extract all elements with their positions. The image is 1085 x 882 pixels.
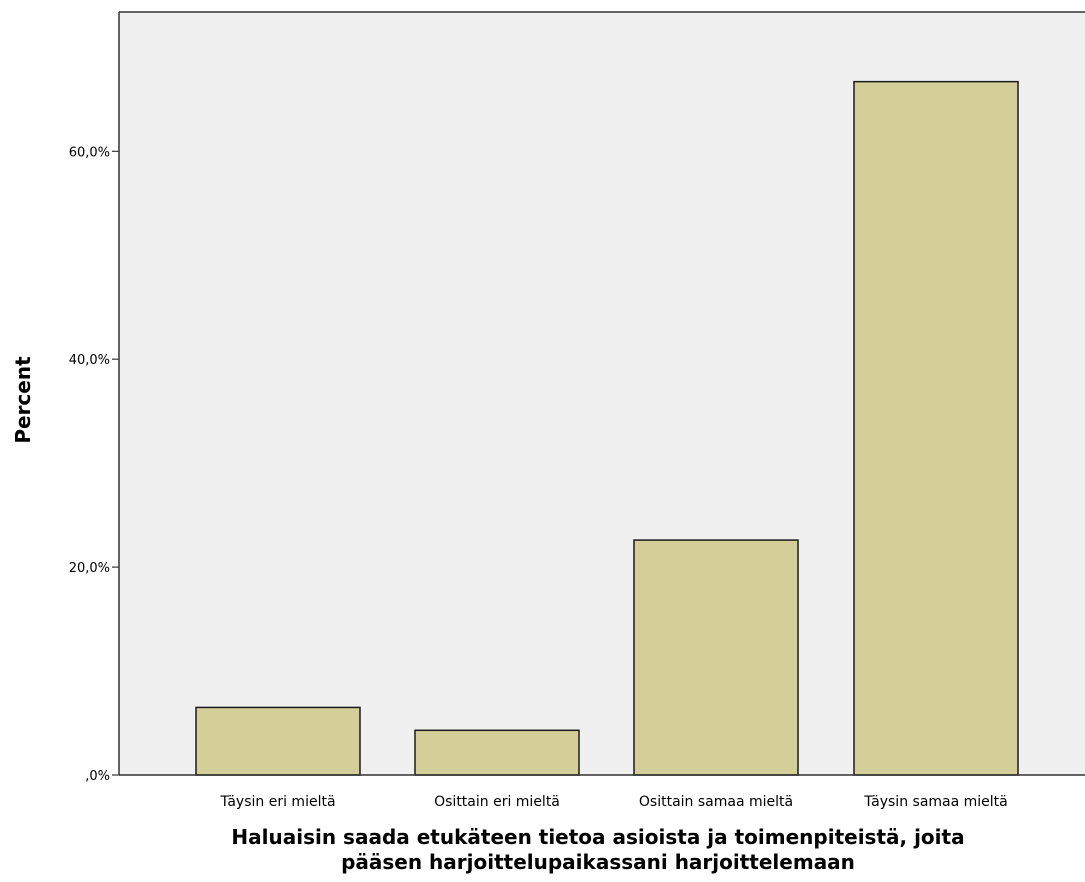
x-axis-title-line-1: Haluaisin saada etukäteen tietoa asioist… xyxy=(231,825,964,849)
x-category-label: Täysin samaa mieltä xyxy=(863,794,1008,810)
y-axis-title: Percent xyxy=(11,356,35,444)
y-tick-label: 20,0% xyxy=(69,561,110,576)
bar xyxy=(853,80,1019,776)
x-category-label: Osittain eri mieltä xyxy=(434,794,560,810)
bar xyxy=(195,706,361,776)
y-tick-label: 40,0% xyxy=(69,353,110,368)
x-category-labels: Täysin eri mieltä Osittain eri mieltä Osit… xyxy=(219,794,1007,810)
bar xyxy=(414,729,580,776)
y-tick-label: ,0% xyxy=(85,769,110,784)
bars-group xyxy=(195,80,1019,776)
x-category-label: Täysin eri mieltä xyxy=(219,794,335,810)
y-tick-label: 60,0% xyxy=(69,145,110,160)
y-ticks-group: ,0% 20,0% 40,0% 60,0% xyxy=(69,145,119,784)
x-axis-title-line-2: pääsen harjoittelupaikassani harjoittele… xyxy=(341,850,855,874)
x-category-label: Osittain samaa mieltä xyxy=(639,794,793,810)
bar xyxy=(633,539,799,776)
